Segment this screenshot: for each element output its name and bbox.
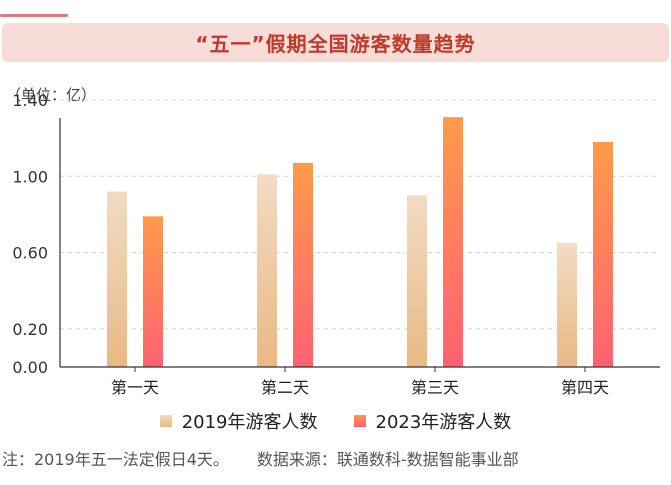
- legend-item-2019: 2019年游客人数: [159, 408, 318, 434]
- y-tick-label: 0.00: [12, 358, 48, 377]
- unit-label: （单位：亿）: [6, 86, 97, 104]
- y-tick-label: 1.00: [12, 167, 48, 186]
- chart-title: “五一”假期全国游客数量趋势: [195, 32, 476, 56]
- bar-2019: [107, 191, 127, 367]
- footnote-source: 数据来源：联通数科-数据智能事业部: [256, 450, 519, 469]
- bar-2023: [593, 141, 613, 367]
- axes: 0.00 0.20 0.60 1.00 1.40 第一天 第二天 第三天 第四天: [12, 91, 660, 397]
- x-tick-label: 第二天: [261, 378, 309, 397]
- x-tick-label: 第四天: [561, 378, 609, 397]
- footnote: 注：2019年五一法定假日4天。 数据来源：联通数科-数据智能事业部: [2, 446, 519, 470]
- bars: [107, 117, 613, 368]
- legend: 2019年游客人数 2023年游客人数: [0, 408, 671, 434]
- legend-item-2023: 2023年游客人数: [353, 408, 512, 434]
- bar-2019: [257, 174, 277, 367]
- legend-swatch-2019: [159, 415, 172, 427]
- bar-2023: [443, 117, 463, 368]
- legend-label-2023: 2023年游客人数: [375, 412, 512, 433]
- y-tick-label: 1.40: [12, 91, 48, 110]
- bar-chart: 0.00 0.20 0.60 1.00 1.40 第一天 第二天 第三天 第四天: [12, 91, 660, 397]
- legend-label-2019: 2019年游客人数: [181, 412, 318, 433]
- bar-2023: [143, 216, 163, 367]
- y-tick-label: 0.20: [12, 320, 48, 339]
- bar-2019: [557, 243, 577, 367]
- y-tick-label: 0.60: [12, 244, 48, 263]
- footnote-note: 注：2019年五一法定假日4天。: [2, 450, 229, 469]
- bar-2023: [293, 162, 313, 367]
- legend-swatch-2023: [353, 415, 366, 427]
- x-tick-label: 第三天: [411, 378, 459, 397]
- x-tick-label: 第一天: [111, 378, 159, 397]
- title-banner: “五一”假期全国游客数量趋势: [2, 23, 669, 62]
- bar-2019: [407, 195, 427, 367]
- top-accent-line: [0, 14, 68, 17]
